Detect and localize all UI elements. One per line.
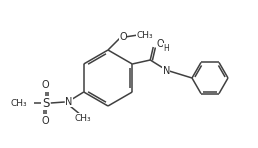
Text: S: S	[42, 96, 50, 110]
Text: O: O	[119, 32, 127, 42]
Text: CH₃: CH₃	[10, 99, 27, 107]
Text: N: N	[163, 66, 170, 76]
Text: N: N	[65, 97, 72, 107]
Text: H: H	[163, 44, 169, 53]
Text: O: O	[42, 80, 50, 90]
Text: O: O	[156, 39, 164, 49]
Text: O: O	[42, 116, 50, 126]
Text: CH₃: CH₃	[75, 114, 91, 123]
Text: CH₃: CH₃	[137, 30, 153, 40]
